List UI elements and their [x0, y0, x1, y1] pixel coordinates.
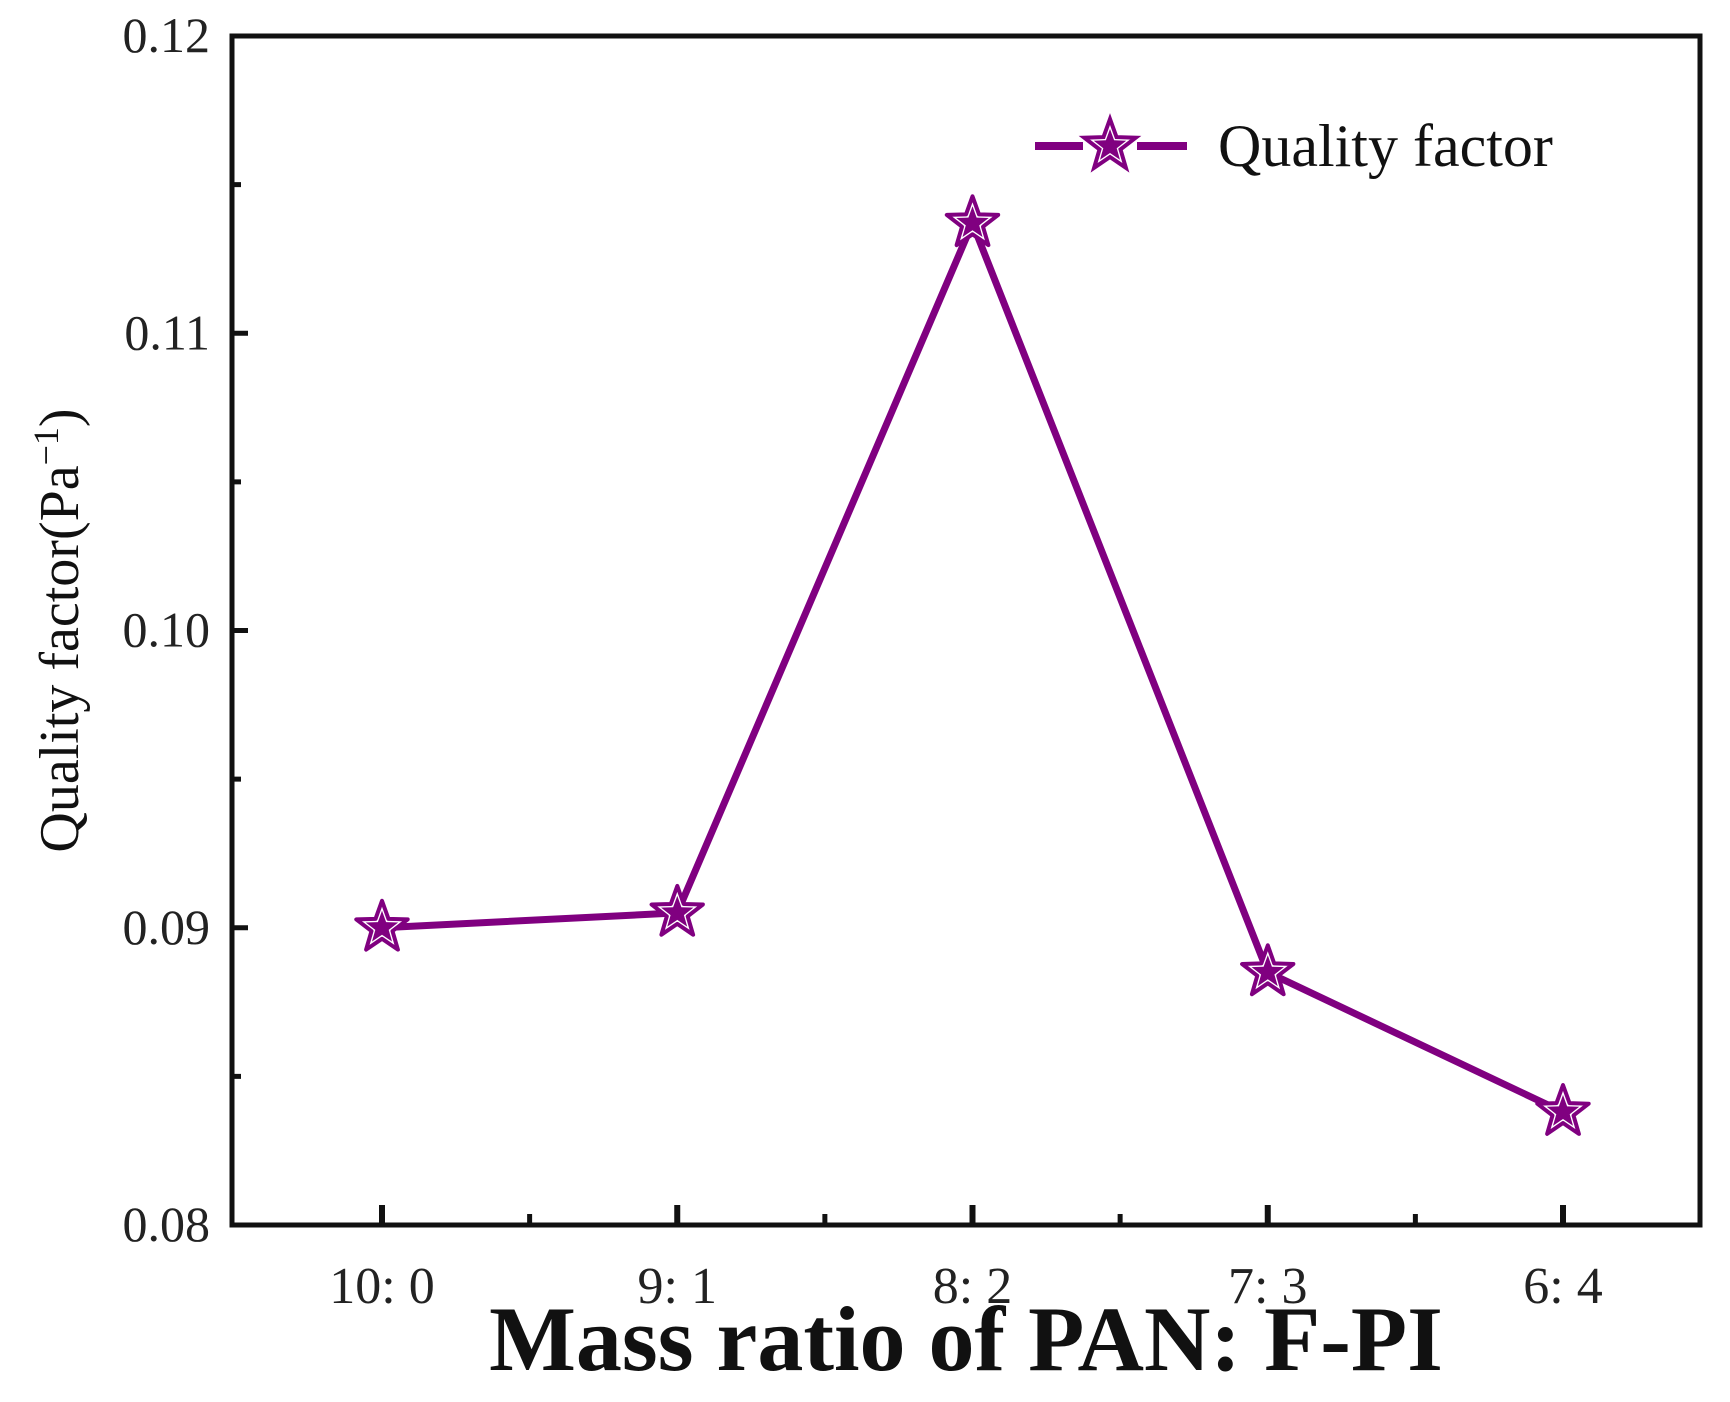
legend-star-fill — [1093, 129, 1127, 160]
x-axis-title: Mass ratio of PAN: F-PI — [489, 1288, 1443, 1390]
y-axis-ticks: 0.08 0.09 0.10 0.11 0.12 — [123, 7, 248, 1252]
data-point-star-fill — [1251, 955, 1284, 987]
data-point-star-fill — [661, 895, 694, 927]
series-line — [381, 219, 1565, 1116]
x-tick-label: 8: 2 — [933, 1258, 1012, 1315]
data-point-star-fill — [1546, 1095, 1580, 1126]
data-point-star-fill — [365, 910, 399, 942]
series-layer — [354, 194, 1591, 1136]
y-axis-title-superscript: −1 — [26, 427, 66, 465]
y-tick-label: 0.10 — [123, 602, 211, 658]
data-point-star-fill — [956, 206, 989, 237]
x-tick-label: 6: 4 — [1523, 1258, 1602, 1315]
y-tick-label: 0.12 — [123, 7, 211, 63]
legend: Quality factor — [1035, 113, 1553, 179]
x-tick-label: 10: 0 — [329, 1258, 434, 1315]
y-tick-label: 0.11 — [124, 304, 210, 360]
y-axis-title-close: ) — [29, 408, 91, 427]
legend-label: Quality factor — [1218, 113, 1553, 179]
x-axis-ticks: 10: 0 9: 1 8: 2 7: 3 6: 4 — [329, 1205, 1603, 1315]
y-axis-title: Quality factor(Pa−1) — [26, 408, 91, 852]
x-tick-label: 7: 3 — [1228, 1258, 1307, 1315]
plot-frame — [229, 33, 1703, 1228]
x-tick-label: 9: 1 — [638, 1258, 717, 1315]
y-tick-label: 0.08 — [123, 1196, 211, 1252]
y-tick-label: 0.09 — [123, 899, 211, 955]
y-axis-title-main: Quality factor(Pa — [29, 465, 91, 852]
